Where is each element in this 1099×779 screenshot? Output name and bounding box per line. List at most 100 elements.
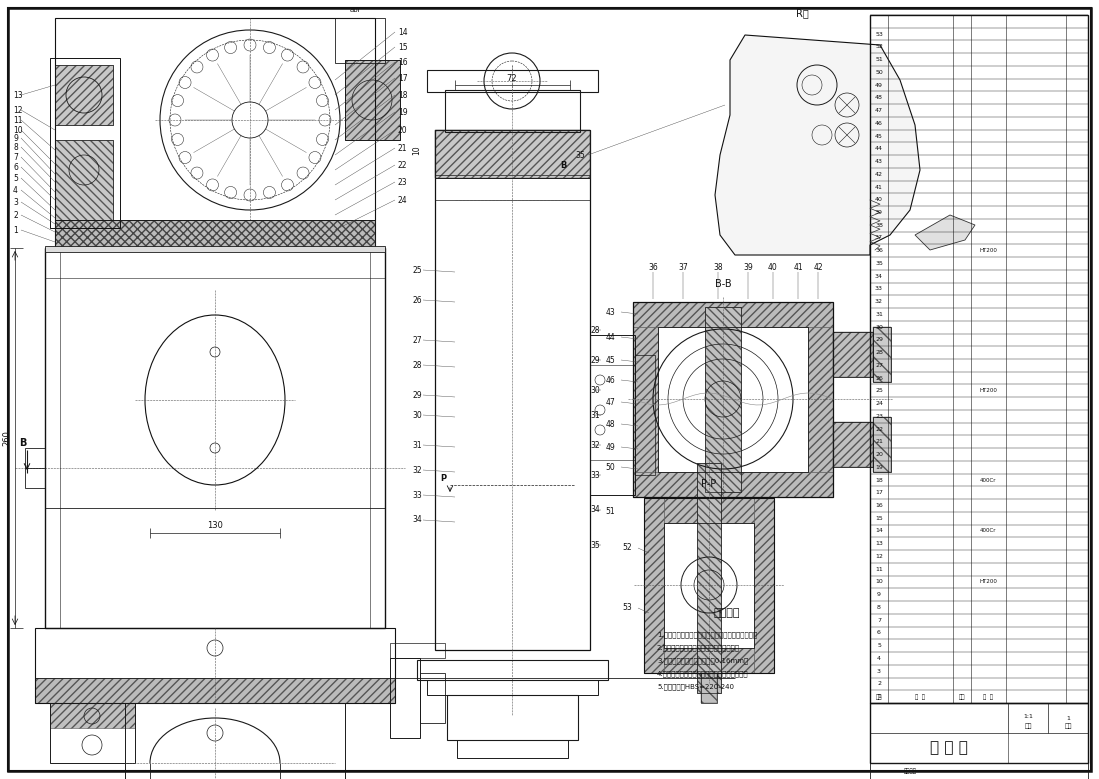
Bar: [55, 140, 113, 220]
Text: HT200: HT200: [979, 389, 997, 393]
Text: 10: 10: [875, 580, 882, 584]
Text: 11: 11: [13, 115, 22, 125]
Text: 29: 29: [412, 390, 422, 400]
Bar: [704, 307, 741, 492]
Text: 2.各配合、密封、螺钉连接处用油脂润滑。: 2.各配合、密封、螺钉连接处用油脂润滑。: [657, 644, 740, 650]
Text: 1:1: 1:1: [1023, 714, 1033, 718]
Text: 50: 50: [606, 463, 615, 471]
Text: 23: 23: [398, 178, 408, 186]
Text: 35: 35: [590, 541, 600, 549]
Text: 51: 51: [606, 507, 615, 516]
Text: 17: 17: [398, 73, 408, 83]
Text: 72: 72: [507, 73, 518, 83]
Text: 6: 6: [13, 163, 18, 171]
Text: 24: 24: [398, 196, 408, 205]
Bar: [447, 695, 578, 740]
Bar: [345, 60, 400, 140]
Text: 20: 20: [398, 125, 408, 135]
Text: 4: 4: [877, 656, 881, 661]
Bar: [49, 703, 135, 728]
Text: 40: 40: [768, 263, 778, 272]
Text: 32: 32: [590, 440, 600, 449]
Bar: [390, 658, 420, 738]
Text: 50: 50: [875, 70, 882, 75]
Text: 53: 53: [622, 604, 632, 612]
Bar: [633, 302, 833, 497]
Bar: [870, 703, 1088, 763]
Bar: [49, 58, 120, 228]
Bar: [873, 327, 891, 382]
Bar: [345, 60, 400, 140]
Text: 比例: 比例: [1024, 723, 1032, 729]
Text: 43: 43: [875, 159, 882, 164]
Text: 24: 24: [875, 401, 882, 406]
Text: 28: 28: [590, 326, 600, 334]
Text: 1: 1: [13, 225, 18, 234]
Text: 37: 37: [875, 235, 882, 241]
Text: 5.钢质处理度HBS=220-240: 5.钢质处理度HBS=220-240: [657, 683, 734, 689]
Bar: [125, 703, 345, 779]
Bar: [55, 65, 113, 125]
Text: 400Cr: 400Cr: [979, 478, 997, 482]
Bar: [754, 498, 774, 673]
Text: 48: 48: [875, 95, 882, 100]
Bar: [390, 643, 445, 658]
Text: 52: 52: [875, 44, 882, 49]
Text: 图样标记: 图样标记: [903, 768, 917, 774]
Bar: [697, 463, 721, 693]
Text: 48: 48: [606, 420, 615, 428]
Text: 46: 46: [875, 121, 882, 125]
Text: 15: 15: [398, 43, 408, 51]
Text: 260: 260: [2, 430, 11, 446]
Polygon shape: [715, 35, 920, 255]
Text: 14: 14: [398, 27, 408, 37]
Text: 36: 36: [648, 263, 658, 272]
Bar: [335, 18, 385, 63]
Text: 7: 7: [13, 153, 18, 161]
Bar: [45, 248, 385, 628]
Text: 53: 53: [875, 32, 882, 37]
Text: 28: 28: [875, 350, 882, 355]
Bar: [873, 417, 891, 472]
Text: 25: 25: [875, 389, 882, 393]
Text: 8: 8: [877, 605, 881, 610]
Bar: [664, 523, 754, 648]
Text: 19: 19: [398, 108, 408, 117]
Text: 27: 27: [875, 363, 882, 368]
Text: 49: 49: [875, 83, 882, 87]
Text: 20: 20: [875, 452, 882, 457]
Text: 22: 22: [875, 427, 882, 432]
Bar: [635, 355, 655, 475]
Text: 21: 21: [398, 143, 408, 153]
Text: 2: 2: [13, 210, 18, 220]
Bar: [55, 18, 375, 250]
Text: 29: 29: [875, 337, 882, 343]
Text: 8: 8: [13, 143, 18, 151]
Bar: [870, 763, 1088, 779]
Bar: [633, 472, 833, 497]
Text: 38: 38: [875, 223, 882, 227]
Text: 材  料: 材 料: [983, 695, 993, 700]
Text: 130: 130: [207, 521, 223, 530]
Text: 25: 25: [412, 266, 422, 274]
Text: 5: 5: [13, 174, 18, 182]
Text: P-P: P-P: [701, 479, 717, 489]
Text: 31: 31: [412, 440, 422, 449]
Text: 38: 38: [713, 263, 723, 272]
Text: 9: 9: [13, 133, 18, 143]
Text: 400Cr: 400Cr: [979, 528, 997, 534]
Text: 47: 47: [875, 108, 882, 113]
Bar: [873, 417, 891, 472]
Bar: [644, 498, 774, 673]
Text: 3: 3: [13, 198, 18, 206]
Bar: [697, 463, 721, 693]
Text: 34: 34: [875, 273, 882, 279]
Text: 12: 12: [875, 554, 882, 559]
Text: 29: 29: [590, 355, 600, 365]
Bar: [55, 65, 113, 125]
Text: 21: 21: [875, 439, 882, 444]
Text: R阀: R阀: [796, 8, 809, 18]
Bar: [664, 648, 754, 673]
Text: 35: 35: [575, 150, 585, 160]
Text: 4.应检查液压缸的缓冲效果，液压缸不得爬行。: 4.应检查液压缸的缓冲效果，液压缸不得爬行。: [657, 670, 748, 677]
